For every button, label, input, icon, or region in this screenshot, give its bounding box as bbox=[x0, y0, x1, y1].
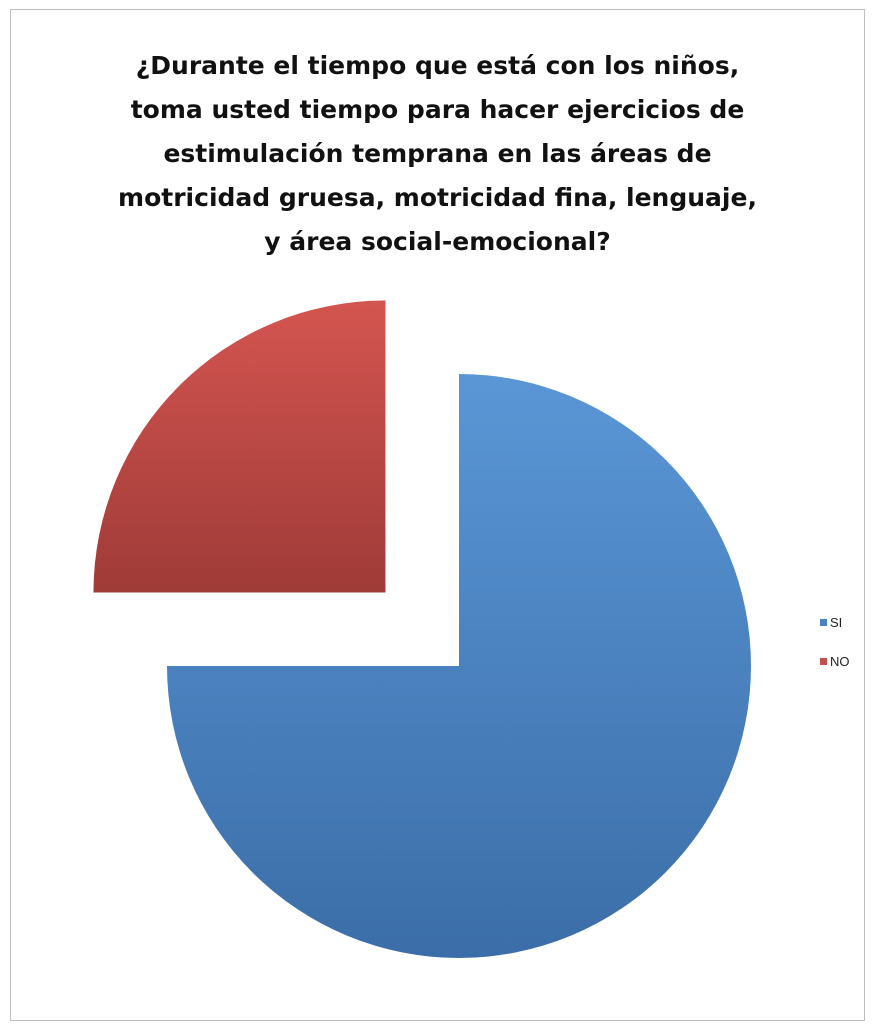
legend: SI NO bbox=[820, 612, 850, 690]
legend-swatch-si bbox=[820, 618, 827, 626]
legend-label-no: NO bbox=[830, 653, 850, 669]
pie-slice-si bbox=[167, 374, 751, 958]
pie-slice-no bbox=[93, 300, 386, 593]
legend-item-no: NO bbox=[820, 651, 850, 671]
legend-label-si: SI bbox=[830, 614, 843, 630]
chart-title: ¿Durante el tiempo que está con los niño… bbox=[118, 51, 757, 256]
legend-swatch-no bbox=[820, 657, 827, 665]
legend-item-si: SI bbox=[820, 612, 850, 632]
